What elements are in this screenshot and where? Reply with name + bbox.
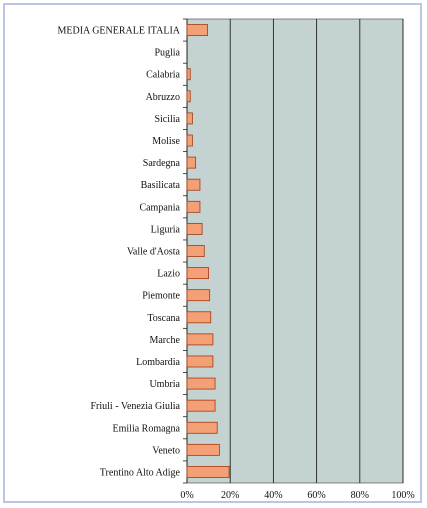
bar-veneto bbox=[186, 443, 220, 456]
category-label: Toscana bbox=[147, 313, 180, 324]
category-label: Umbria bbox=[149, 379, 180, 390]
bar-lombardia bbox=[186, 355, 214, 368]
category-label: Piemonte bbox=[142, 291, 180, 302]
bar-piemonte bbox=[186, 289, 211, 302]
category-label: Valle d'Aosta bbox=[127, 247, 181, 258]
category-label: Sicilia bbox=[154, 114, 180, 125]
category-label: Emilia Romagna bbox=[113, 423, 181, 434]
category-label: MEDIA GENERALE ITALIA bbox=[57, 26, 180, 37]
bar-sicilia bbox=[186, 112, 193, 125]
category-label: Campania bbox=[139, 202, 180, 213]
x-tick-label: 100% bbox=[391, 490, 414, 501]
bar-liguria bbox=[186, 222, 203, 235]
category-label: Lazio bbox=[157, 269, 180, 280]
category-label: Friuli - Venezia Giulia bbox=[90, 401, 180, 412]
bar-sardegna bbox=[186, 156, 197, 169]
bar-calabria bbox=[186, 68, 191, 81]
bar-friuli-venezia-giulia bbox=[186, 399, 216, 412]
bar-abruzzo bbox=[186, 90, 191, 103]
category-label: Marche bbox=[149, 335, 180, 346]
bar-lazio bbox=[186, 267, 210, 280]
category-label: Basilicata bbox=[141, 180, 181, 191]
bar-media-generale-italia bbox=[186, 24, 208, 36]
x-tick-label: 60% bbox=[307, 490, 325, 501]
category-label: Calabria bbox=[146, 70, 180, 81]
category-label: Lombardia bbox=[136, 357, 180, 368]
x-tick-label: 20% bbox=[221, 490, 239, 501]
category-label: Puglia bbox=[154, 48, 180, 59]
chart-frame: MEDIA GENERALE ITALIA Puglia Calabria Abruz… bbox=[3, 3, 422, 503]
category-label: Veneto bbox=[152, 445, 180, 456]
bar-toscana bbox=[186, 311, 212, 324]
bar-basilicata bbox=[186, 178, 201, 191]
x-tick-label: 0% bbox=[180, 490, 193, 501]
bar-chart: MEDIA GENERALE ITALIA Puglia Calabria Abruz… bbox=[57, 18, 415, 501]
category-label: Liguria bbox=[151, 224, 181, 235]
category-label: Molise bbox=[152, 136, 180, 147]
bar-trentino-alto-adige bbox=[186, 466, 230, 478]
plot-area bbox=[186, 18, 404, 484]
category-label: Abruzzo bbox=[146, 92, 180, 103]
bar-emilia-romagna bbox=[186, 421, 218, 434]
bar-umbria bbox=[186, 377, 216, 390]
category-label: Trentino Alto Adige bbox=[100, 467, 181, 478]
x-tick-label: 80% bbox=[351, 490, 369, 501]
bar-campania bbox=[186, 200, 201, 213]
x-tick-label: 40% bbox=[264, 490, 282, 501]
bar-molise bbox=[186, 134, 193, 147]
category-label: Sardegna bbox=[143, 158, 181, 169]
bar-valle-d-aosta bbox=[186, 245, 205, 257]
bar-marche bbox=[186, 333, 214, 346]
